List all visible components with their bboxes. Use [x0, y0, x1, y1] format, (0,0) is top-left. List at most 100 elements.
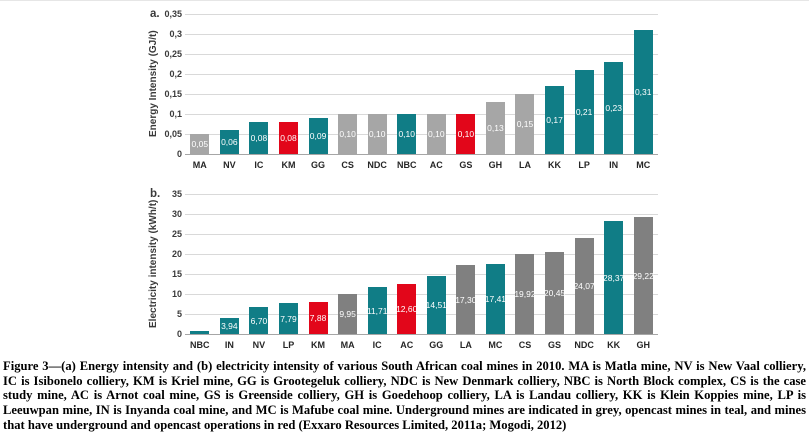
bar-value-label: 0,10 — [368, 129, 386, 139]
bar-b-GG — [426, 276, 446, 334]
bar-a-MA — [190, 134, 210, 154]
plot-area-a: 0,05 0,06 0,08 0,08 0,09 0,10 0,10 0,10 0,10 0,10… — [185, 14, 658, 155]
x-tick-label-KK: KK — [548, 160, 562, 170]
gridline — [185, 134, 658, 135]
gridline — [185, 94, 658, 95]
x-tick-label-GG: GG — [429, 340, 444, 350]
gridline — [185, 114, 658, 115]
bar-value-label: 17,41 — [484, 294, 507, 304]
y-tick-label: 0,05 — [164, 128, 182, 139]
bar-a-NBC — [397, 114, 417, 154]
gridline — [185, 314, 658, 315]
bar-a-NV — [219, 130, 239, 154]
bar-a-GG — [308, 118, 328, 154]
gridline — [185, 74, 658, 75]
x-tick-label-NV: NV — [252, 340, 266, 350]
bar-b-KK — [604, 221, 624, 334]
bar-value-label: 0,09 — [309, 131, 327, 141]
x-tick-label-KK: KK — [607, 340, 621, 350]
bar-a-LP — [574, 70, 594, 154]
y-axis-ticks-a: 0,35 0,3 0,25 0,2 0,15 0,1 0,05 0 — [160, 9, 182, 159]
x-tick-label-IN: IN — [224, 340, 234, 350]
gridline — [185, 54, 658, 55]
bar-a-GS — [456, 114, 476, 154]
bar-value-label: 17,30 — [455, 294, 477, 305]
x-tick-label-GG: GG — [311, 160, 326, 170]
x-tick-label-NV: NV — [223, 160, 236, 170]
bar-value-label: 28,37 — [603, 272, 625, 283]
bar-value-label: 0,10 — [398, 129, 415, 139]
gridline — [185, 274, 658, 275]
panel-label-a: a. — [150, 8, 160, 20]
y-tick-label: 0 — [176, 148, 182, 159]
bar-b-IN — [219, 318, 239, 334]
bar-a-KM — [278, 122, 298, 154]
y-tick-label: 35 — [171, 188, 182, 199]
x-tick-label-KM: KM — [311, 340, 326, 350]
y-tick-label: 5 — [176, 308, 182, 319]
bar-value-label: 0,17 — [546, 115, 563, 125]
bar-b-NDC — [574, 238, 594, 334]
bar-a-KK — [545, 86, 565, 154]
x-tick-label-MC: MC — [488, 340, 503, 350]
bar-value-label: 19,92 — [514, 289, 536, 299]
x-tick-label-KM: KM — [281, 160, 296, 170]
bar-value-label: 0,05 — [191, 139, 209, 149]
y-tick-label: 0,3 — [169, 28, 182, 39]
bar-value-label: 0,13 — [487, 123, 504, 133]
gridline — [185, 14, 658, 15]
y-tick-label: 25 — [171, 228, 182, 239]
bar-value-label: 20,45 — [543, 288, 566, 298]
bar-b-MA — [338, 294, 358, 334]
y-tick-label: 30 — [171, 208, 182, 219]
x-tick-label-GS: GS — [459, 160, 473, 170]
y-tick-label: 0,35 — [164, 8, 182, 19]
x-tick-label-MA: MA — [192, 160, 207, 170]
bar-b-MC — [485, 264, 505, 334]
x-tick-label-IC: IC — [254, 160, 264, 170]
bar-b-CS — [515, 254, 535, 334]
x-tick-label-CS: CS — [518, 340, 532, 350]
bar-value-label: 0,23 — [605, 103, 622, 113]
x-tick-label-MC: MC — [636, 160, 651, 170]
y-axis-ticks-b: 35 30 25 20 15 10 5 0 — [160, 189, 182, 339]
x-tick-label-CS: CS — [341, 160, 354, 170]
gridline — [185, 194, 658, 195]
bar-a-GH — [485, 102, 505, 154]
bar-value-label: 0,31 — [634, 87, 652, 97]
gridline — [185, 234, 658, 235]
y-tick-label: 0,15 — [164, 88, 182, 99]
bar-value-label: 0,06 — [221, 137, 238, 147]
chart-b-electricity-intensity: b. Electricity intensity (kWh/t) 35 30 25 2… — [130, 187, 690, 359]
x-tick-label-GS: GS — [548, 340, 562, 350]
y-tick-label: 0,25 — [164, 48, 182, 59]
x-axis-labels-a: MA NV IC KM GG CS NDC NBC AC GS GH LA KK LP IN MC — [185, 159, 658, 174]
x-tick-label-AC: AC — [429, 160, 443, 170]
bar-b-NV — [249, 307, 269, 334]
x-tick-label-NDC: NDC — [367, 160, 387, 170]
bar-a-CS — [338, 114, 358, 154]
x-axis-labels-b: NBC IN NV LP KM MA IC AC GG LA MC CS GS NDC KK GH — [185, 339, 658, 354]
y-axis-title-a: Energy Intensity (GJ/t) — [148, 30, 159, 138]
bar-b-LP — [278, 303, 298, 334]
bar-b-GH — [633, 217, 653, 334]
x-tick-label-NBC: NBC — [190, 340, 210, 350]
gridline — [185, 34, 658, 35]
bar-a-LA — [515, 94, 535, 154]
bar-value-label: 12,60 — [396, 304, 418, 314]
bar-b-AC — [397, 284, 417, 334]
bar-value-label: 0,15 — [516, 119, 534, 129]
bar-a-IN — [604, 62, 624, 154]
bar-b-GS — [545, 252, 565, 334]
x-tick-label-GH: GH — [488, 160, 503, 170]
gridline — [185, 294, 658, 295]
bar-value-label: 0,21 — [575, 107, 593, 117]
bar-a-IC — [249, 122, 269, 154]
x-tick-label-AC: AC — [400, 340, 414, 350]
gridline — [185, 254, 658, 255]
panel-label-b: b. — [150, 188, 161, 200]
bar-a-MC — [633, 30, 653, 154]
x-tick-label-NDC: NDC — [574, 340, 594, 350]
bar-value-label: 24,07 — [573, 281, 595, 291]
bar-value-label: 0,10 — [339, 129, 356, 139]
